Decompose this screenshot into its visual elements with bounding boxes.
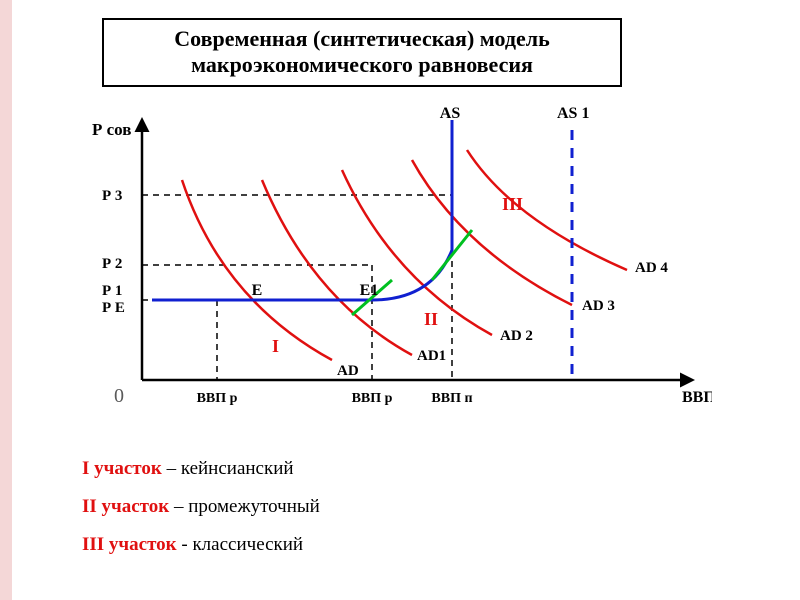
svg-text:Р 2: Р 2 (102, 256, 122, 272)
svg-text:II: II (424, 309, 438, 329)
svg-text:AD 2: AD 2 (500, 328, 533, 344)
page-title: Современная (синтетическая) модель макро… (102, 18, 622, 87)
legend-text-1: кейнсианский (181, 458, 294, 479)
svg-text:Р Е: Р Е (102, 300, 125, 316)
legend-dash-2: – (169, 496, 188, 517)
svg-text:Р 3: Р 3 (102, 188, 122, 204)
svg-text:AD 3: AD 3 (582, 298, 615, 314)
title-text: Современная (синтетическая) модель макро… (174, 26, 549, 77)
legend-roman-2: II участок (82, 496, 169, 517)
svg-text:AS 1: AS 1 (557, 105, 589, 122)
svg-text:AD1: AD1 (417, 348, 446, 364)
svg-text:I: I (272, 336, 279, 356)
svg-text:ВВП р: ВВП р (197, 391, 238, 406)
as-ad-chart: AD AD1 AD 2 AD 3 AD 4 AS AS 1 Р сов ВВП 0 Р ЕР 1 Р … (72, 100, 712, 420)
legend-roman-3: III участок (82, 534, 177, 555)
svg-text:ВВП: ВВП (682, 389, 712, 406)
legend: I участок – кейнсианский II участок – пр… (82, 450, 320, 564)
legend-item: II участок – промежуточный (82, 488, 320, 526)
legend-dash-1: – (162, 458, 181, 479)
chart-svg: AD AD1 AD 2 AD 3 AD 4 AS AS 1 Р сов ВВП 0 Р ЕР 1 Р … (72, 100, 712, 420)
svg-text:ВВП п: ВВП п (431, 391, 472, 406)
legend-text-3: классический (192, 534, 303, 555)
svg-text:AD: AD (337, 363, 359, 379)
svg-text:Е: Е (252, 282, 263, 299)
legend-item: III участок - классический (82, 526, 320, 564)
svg-text:Р 1: Р 1 (102, 283, 122, 299)
legend-dash-3: - (177, 534, 193, 555)
svg-text:AD 4: AD 4 (635, 260, 668, 276)
svg-text:AS: AS (440, 105, 461, 122)
svg-text:Е1: Е1 (360, 282, 379, 299)
legend-roman-1: I участок (82, 458, 162, 479)
svg-text:ВВП р: ВВП р (352, 391, 393, 406)
svg-text:0: 0 (114, 385, 124, 407)
svg-text:III: III (502, 194, 523, 214)
legend-text-2: промежуточный (188, 496, 320, 517)
legend-item: I участок – кейнсианский (82, 450, 320, 488)
svg-text:Р сов: Р сов (92, 120, 131, 139)
